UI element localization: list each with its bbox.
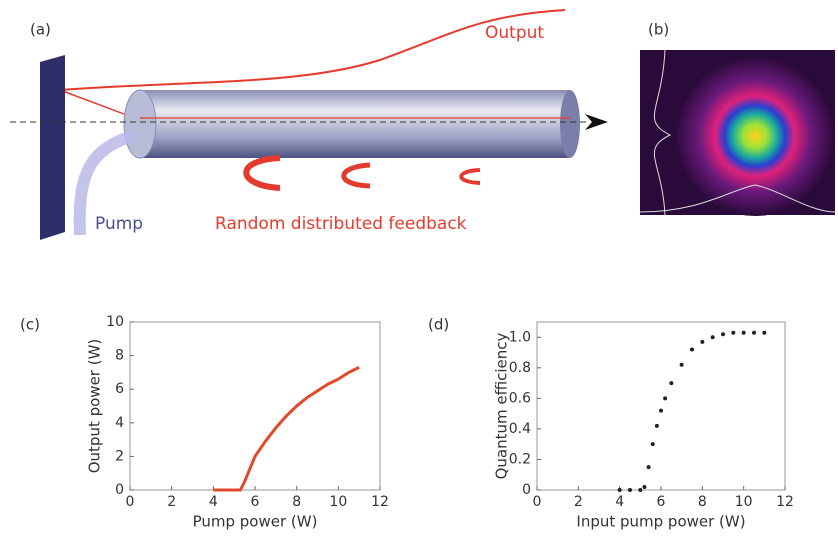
y-tick-label: 0 [522, 482, 531, 498]
arrow [585, 114, 608, 130]
x-tick-label: 0 [126, 494, 135, 510]
y-tick-label: 0.2 [509, 451, 531, 467]
x-tick-label: 12 [776, 494, 794, 510]
feedback-arrow [341, 162, 371, 189]
x-tick-label: 0 [533, 494, 542, 510]
feedback-label: Random distributed feedback [215, 214, 467, 234]
panel-label: (d) [428, 316, 449, 334]
y-tick-label: 0.8 [509, 360, 531, 376]
fiber [140, 90, 570, 158]
data-point [617, 488, 622, 492]
x-tick-label: 6 [251, 494, 260, 510]
data-point [663, 396, 668, 401]
mirror [40, 55, 65, 240]
data-point [646, 465, 651, 470]
output-curve [59, 9, 566, 91]
data-point [731, 330, 736, 335]
data-point [752, 330, 756, 335]
data-point [710, 335, 715, 340]
y-tick-label: 10 [106, 314, 124, 330]
x-axis-label: Pump power (W) [193, 513, 318, 531]
pump-arrow [73, 129, 137, 236]
y-tick-label: 4 [115, 415, 124, 431]
y-tick-label: 2 [115, 448, 124, 464]
x-tick-label: 8 [292, 494, 301, 510]
panel-label: (c) [20, 316, 40, 334]
plot-frame [129, 321, 381, 491]
y-tick-label: 6 [115, 381, 124, 397]
x-tick-label: 2 [574, 494, 583, 510]
data-point [659, 408, 663, 413]
data-line [213, 366, 360, 492]
data-point [669, 381, 674, 386]
data-point [721, 332, 725, 337]
x-tick-label: 4 [615, 494, 624, 510]
beam-profile [675, 56, 835, 216]
y-axis-label: Quantum efficiency [493, 332, 511, 479]
profile-trace [639, 184, 836, 213]
fiber-end [123, 89, 157, 159]
y-tick-label: 0.6 [509, 390, 531, 406]
data-point [700, 339, 705, 344]
y-tick-label: 0 [115, 482, 124, 498]
data-point [690, 347, 694, 352]
x-tick-label: 10 [735, 494, 753, 510]
y-tick-label: 1.0 [509, 329, 531, 345]
data-point [762, 330, 767, 335]
profile-trace [653, 49, 672, 216]
plot-frame [536, 321, 786, 491]
y-tick-label: 8 [115, 348, 124, 364]
output-label: Output [485, 23, 544, 43]
feedback-arrow [243, 155, 281, 191]
data-point [628, 488, 632, 492]
panel-label: (b) [648, 21, 669, 39]
x-tick-label: 2 [167, 494, 176, 510]
x-tick-label: 4 [209, 494, 218, 510]
x-axis-label: Input pump power (W) [576, 513, 745, 531]
feedback-arrow [459, 168, 481, 185]
panel-label: (a) [30, 21, 51, 39]
data-point [741, 330, 746, 335]
data-point [654, 423, 659, 428]
pump-label: Pump [95, 214, 143, 234]
data-point [650, 442, 655, 447]
data-point [679, 362, 684, 367]
x-tick-label: 6 [657, 494, 666, 510]
fiber-end [560, 90, 580, 158]
x-tick-label: 8 [698, 494, 707, 510]
x-tick-label: 10 [329, 494, 347, 510]
y-axis-label: Output power (W) [86, 339, 104, 474]
data-point [642, 484, 647, 489]
x-tick-label: 12 [371, 494, 389, 510]
data-point [638, 488, 643, 492]
y-tick-label: 0.4 [509, 421, 531, 437]
